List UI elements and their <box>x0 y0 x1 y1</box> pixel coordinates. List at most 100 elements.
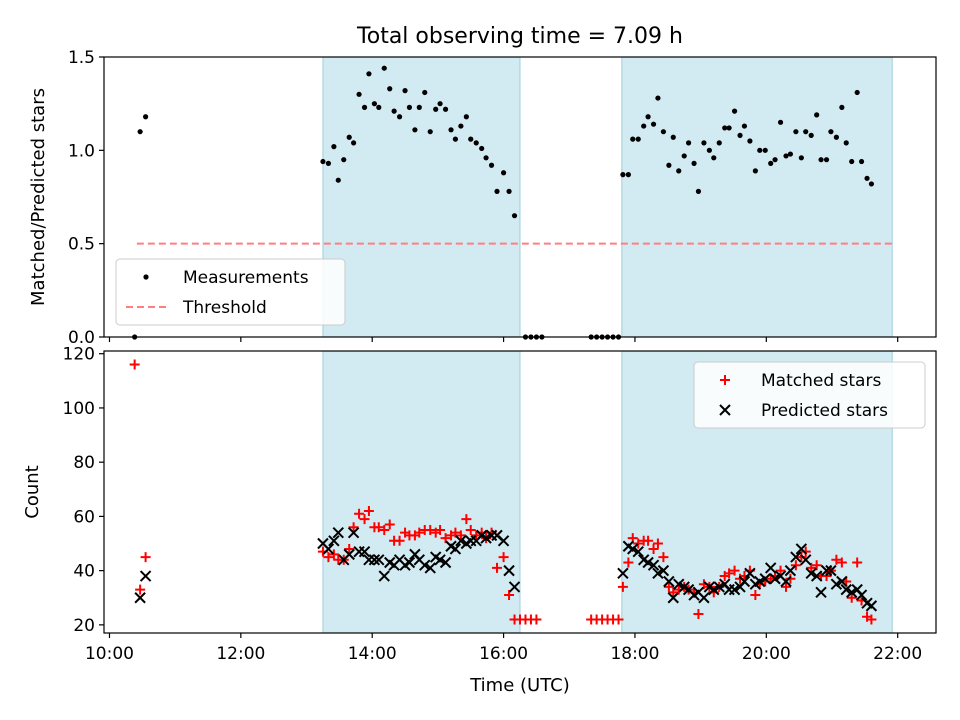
matched-star-point <box>781 581 792 592</box>
predicted-star-point <box>728 583 741 596</box>
predicted-star-point <box>480 532 492 544</box>
matched-star-point <box>652 538 663 549</box>
measurement-point <box>737 132 743 138</box>
matched-star-point <box>363 505 374 516</box>
measurement-point <box>376 104 382 110</box>
predicted-star-point <box>378 570 390 582</box>
x-tick-label: 16:00 <box>479 644 528 664</box>
measurement-point <box>716 140 722 146</box>
measurement-point <box>351 140 357 146</box>
matched-star-point <box>328 549 339 560</box>
measurement-point <box>483 155 489 161</box>
predicted-star-point <box>713 581 725 593</box>
matched-star-point <box>440 533 451 544</box>
matched-star-point <box>394 535 405 546</box>
x-tick-label: 14:00 <box>348 644 397 664</box>
measurement-point <box>412 127 418 133</box>
predicted-star-point <box>627 543 639 555</box>
measurement-point <box>701 140 707 146</box>
matched-star-point <box>359 514 370 525</box>
measurement-point <box>762 147 768 153</box>
top-shaded-intervals <box>322 57 893 337</box>
measurement-point <box>858 158 865 165</box>
measurement-point <box>695 188 702 194</box>
measurement-point <box>803 129 809 135</box>
measurement-point <box>752 168 758 174</box>
predicted-star-point <box>744 567 756 580</box>
measurement-point <box>506 188 512 194</box>
measurement-point <box>655 95 661 101</box>
y-tick-label: 60 <box>73 507 95 527</box>
measurement-point <box>488 162 495 168</box>
measurement-point <box>777 119 784 125</box>
top-y-axis-label: Matched/Predicted stars <box>28 88 49 306</box>
measurement-point <box>768 160 774 166</box>
measurement-point <box>346 134 352 140</box>
bottom-y-axis: 20 40 60 80 100 120 <box>63 345 104 636</box>
matched-star-point <box>846 592 857 603</box>
measurement-point <box>442 106 449 112</box>
matched-star-point <box>623 557 634 568</box>
y-tick-label: 40 <box>73 562 95 582</box>
measurement-point <box>685 140 692 146</box>
predicted-star-point <box>373 554 385 566</box>
predicted-star-point <box>652 567 664 580</box>
matched-star-point <box>455 530 466 541</box>
measurement-point <box>422 89 428 96</box>
matched-star-point <box>668 587 679 598</box>
predicted-star-point <box>663 575 675 588</box>
matched-star-point <box>831 554 842 565</box>
predicted-star-point <box>673 578 685 590</box>
top-y-axis: 0.0 0.5 1.0 1.5 <box>68 48 104 348</box>
measurement-point <box>731 108 738 114</box>
predicted-star-point <box>759 573 771 585</box>
measurement-point <box>371 101 377 107</box>
matched-star-point <box>790 560 801 571</box>
measurement-point <box>391 108 397 114</box>
predicted-star-point <box>503 564 515 577</box>
predicted-star-point <box>424 562 436 574</box>
measurement-point <box>839 104 845 110</box>
matched-star-point <box>643 535 654 546</box>
matched-star-point <box>866 614 877 625</box>
matched-star-point <box>450 527 461 538</box>
predicted-star-point <box>769 573 781 585</box>
measurement-point <box>437 101 443 107</box>
predicted-star-point <box>347 526 360 539</box>
top-legend: Measurements Threshold <box>115 258 346 326</box>
measurement-point <box>448 127 454 133</box>
measurement-point <box>361 104 368 110</box>
predicted-star-point <box>836 575 848 588</box>
matched-star-point <box>617 581 628 592</box>
measurement-point <box>772 157 778 163</box>
measurement-point <box>473 140 479 146</box>
matched-star-point <box>658 552 669 563</box>
shaded-interval <box>322 351 520 633</box>
measurement-point <box>691 160 697 166</box>
matched-star-point <box>785 573 796 584</box>
measurement-point <box>757 147 763 153</box>
matched-star-point <box>613 614 624 625</box>
measurement-point <box>645 114 651 120</box>
top-panel: 0.0 0.5 1.0 1.5 Matched/Predicted stars Mea… <box>28 48 937 348</box>
measurement-point <box>396 114 403 120</box>
matched-star-point <box>354 508 365 519</box>
matched-star-point <box>836 557 847 568</box>
measurement-point <box>833 134 839 140</box>
predicted-star-point <box>434 554 446 566</box>
measurement-point <box>630 136 636 142</box>
predicted-star-point <box>845 586 858 599</box>
matched-star-point <box>852 557 863 568</box>
matched-star-point <box>806 562 817 573</box>
predicted-star-point <box>738 575 751 588</box>
measurement-point <box>849 158 855 165</box>
matched-star-point <box>531 614 542 625</box>
measurement-point <box>814 112 820 118</box>
bottom-panel: 20 40 60 80 100 120 10:00 12:00 14:00 16:00 18:00… <box>22 345 937 664</box>
measurement-point <box>387 86 393 92</box>
measurement-point <box>331 144 337 150</box>
measurement-point <box>681 153 687 159</box>
bottom-axes-frame <box>103 350 937 634</box>
y-tick-label: 20 <box>73 616 95 636</box>
